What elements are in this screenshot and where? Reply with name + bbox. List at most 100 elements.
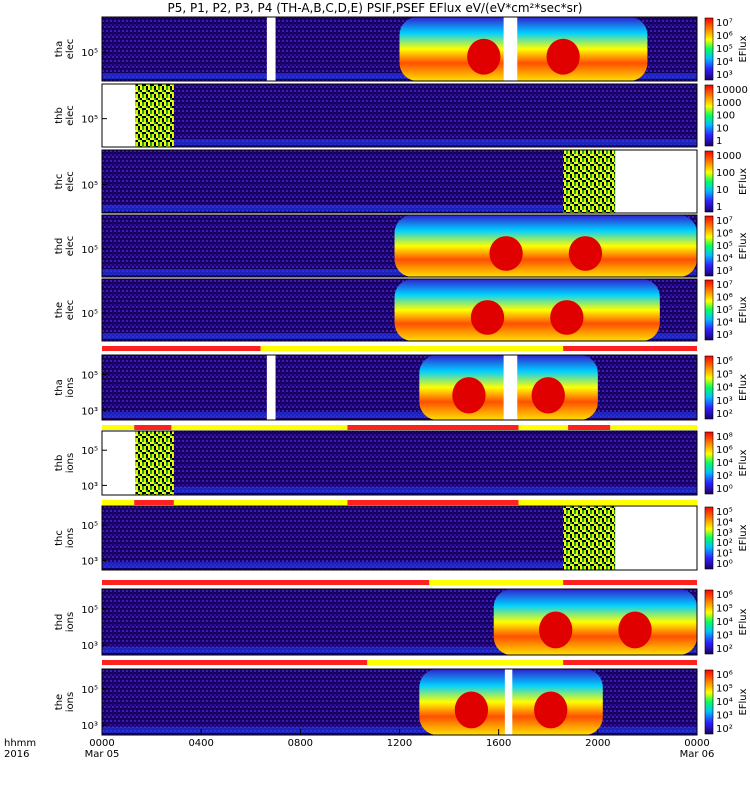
mode-status-segment [563, 346, 697, 351]
colorbar-tick-label: 10⁰ [716, 484, 733, 495]
chart-title: P5, P1, P2, P3, P4 (TH-A,B,C,D,E) PSIF,P… [168, 1, 583, 15]
colorbar-label: EFlux [738, 524, 749, 551]
x-tick-label: 0000 [684, 738, 709, 749]
x-tick-date-label: Mar 06 [680, 749, 715, 760]
colorbar-tick-label: 10⁵ [716, 305, 733, 316]
colorbar-tick-label: 10⁶ [716, 670, 733, 681]
panel-background [102, 84, 697, 147]
colorbar [704, 669, 714, 735]
low-energy-band [102, 487, 697, 493]
panel-frame [101, 16, 698, 82]
panel-thc-elec: thc elec 10⁵ 1000 100 10 1 EFlux [54, 149, 749, 214]
data-gap [503, 17, 518, 81]
panel-tha-elec: tha elec 10⁵ 10⁷ 10⁶ 10⁵ 10⁴ 10³ EFlux [54, 16, 749, 82]
data-gap [102, 431, 136, 495]
mode-status-segment [518, 425, 569, 430]
mode-status-segment [518, 500, 697, 505]
mode-status-segment [102, 425, 135, 430]
low-energy-band [102, 205, 697, 211]
burst-mode-region [135, 84, 174, 147]
burst-mode-region [135, 431, 174, 495]
colorbar-tick-label: 10⁴ [716, 383, 733, 394]
colorbar [704, 589, 714, 655]
colorbar-label: EFlux [738, 232, 749, 259]
low-energy-band [102, 647, 697, 653]
mode-status-segment [260, 346, 564, 351]
panel-background [102, 669, 697, 735]
colorbar-tick-label: 10³ [716, 711, 733, 722]
colorbar-tick-label: 10³ [716, 266, 733, 277]
y-tick-label: 10⁵ [81, 605, 98, 616]
flux-max-lobe [546, 38, 580, 75]
colorbar-tick-label: 10⁵ [716, 507, 733, 518]
low-energy-band [102, 562, 697, 568]
colorbar-tick-label: 1000 [716, 98, 741, 109]
mode-status-segment [102, 660, 368, 665]
panel-frame [101, 588, 698, 656]
x-tick-date-label: Mar 05 [85, 749, 120, 760]
panel-ylabel-species: elec [65, 39, 76, 60]
colorbar-tick-label: 10³ [716, 631, 733, 642]
mode-status-segment [610, 425, 697, 430]
panel-ylabel-probe: thc [54, 174, 65, 190]
panel-ylabel-probe: thd [54, 614, 65, 631]
y-tick-label: 10⁵ [81, 446, 98, 457]
colorbar-label: EFlux [738, 296, 749, 323]
low-energy-band [102, 412, 697, 418]
mode-status-segment [134, 425, 172, 430]
y-tick-label: 10⁵ [81, 245, 98, 256]
y-tick-label: 10³ [81, 641, 98, 652]
mode-status-segment [347, 500, 519, 505]
data-gap [503, 355, 518, 420]
panel-the-ions: the ions 10⁵ 10³ 10⁶ 10⁵ 10⁴ 10³ 10² EFlux [54, 668, 749, 736]
colorbar-tick-label: 10² [716, 644, 733, 655]
flux-max-lobe [550, 300, 584, 335]
colorbar-tick-label: 10⁷ [716, 280, 733, 291]
flux-max-lobe [452, 377, 486, 414]
panel-ylabel-probe: the [54, 302, 65, 318]
burst-mode-region [563, 150, 616, 213]
flux-max-lobe [467, 38, 501, 75]
colorbar-tick-label: 10⁴ [716, 318, 733, 329]
colorbar-tick-label: 10¹ [716, 549, 733, 560]
mode-status-segment [171, 425, 348, 430]
colorbar-tick-label: 10³ [716, 70, 733, 81]
colorbar-tick-label: 10 [716, 185, 729, 196]
flux-max-lobe [489, 236, 523, 271]
low-energy-band [102, 333, 697, 339]
colorbar-tick-label: 10000 [716, 85, 748, 96]
colorbar-tick-label: 100 [716, 111, 735, 122]
mode-status-segment [102, 500, 135, 505]
flux-max-lobe [618, 611, 652, 649]
mode-status-segment [563, 660, 697, 665]
panel-frame [101, 505, 698, 571]
x-tick-label: 0000 [89, 738, 114, 749]
colorbar-tick-label: 10⁶ [716, 445, 733, 456]
colorbar-label: EFlux [738, 35, 749, 62]
colorbar-tick-label: 10⁷ [716, 216, 733, 227]
colorbar [704, 506, 714, 570]
panel-frame [101, 354, 698, 421]
colorbar-tick-label: 10⁴ [716, 458, 733, 469]
panel-frame [101, 278, 698, 342]
colorbar-tick-label: 10⁶ [716, 356, 733, 367]
x-axis-corner-label-2: 2016 [4, 749, 29, 760]
low-energy-band [102, 269, 697, 275]
panel-ylabel-probe: thd [54, 238, 65, 255]
flux-max-lobe [454, 691, 489, 729]
colorbar-tick-label: 10⁴ [716, 697, 733, 708]
x-axis-corner-label-1: hhmm [4, 738, 36, 749]
data-gap [102, 84, 136, 147]
x-tick-label: 1600 [486, 738, 511, 749]
colorbar-tick-label: 10³ [716, 528, 733, 539]
colorbar-tick-label: 10⁸ [716, 432, 733, 443]
mode-status-segment [568, 425, 611, 430]
flux-max-lobe [470, 300, 505, 335]
x-tick-label: 2000 [585, 738, 610, 749]
panel-thd-ions: thd ions 10⁵ 10³ 10⁶ 10⁵ 10⁴ 10³ 10² EFlux [54, 588, 749, 665]
panel-background [102, 355, 697, 420]
